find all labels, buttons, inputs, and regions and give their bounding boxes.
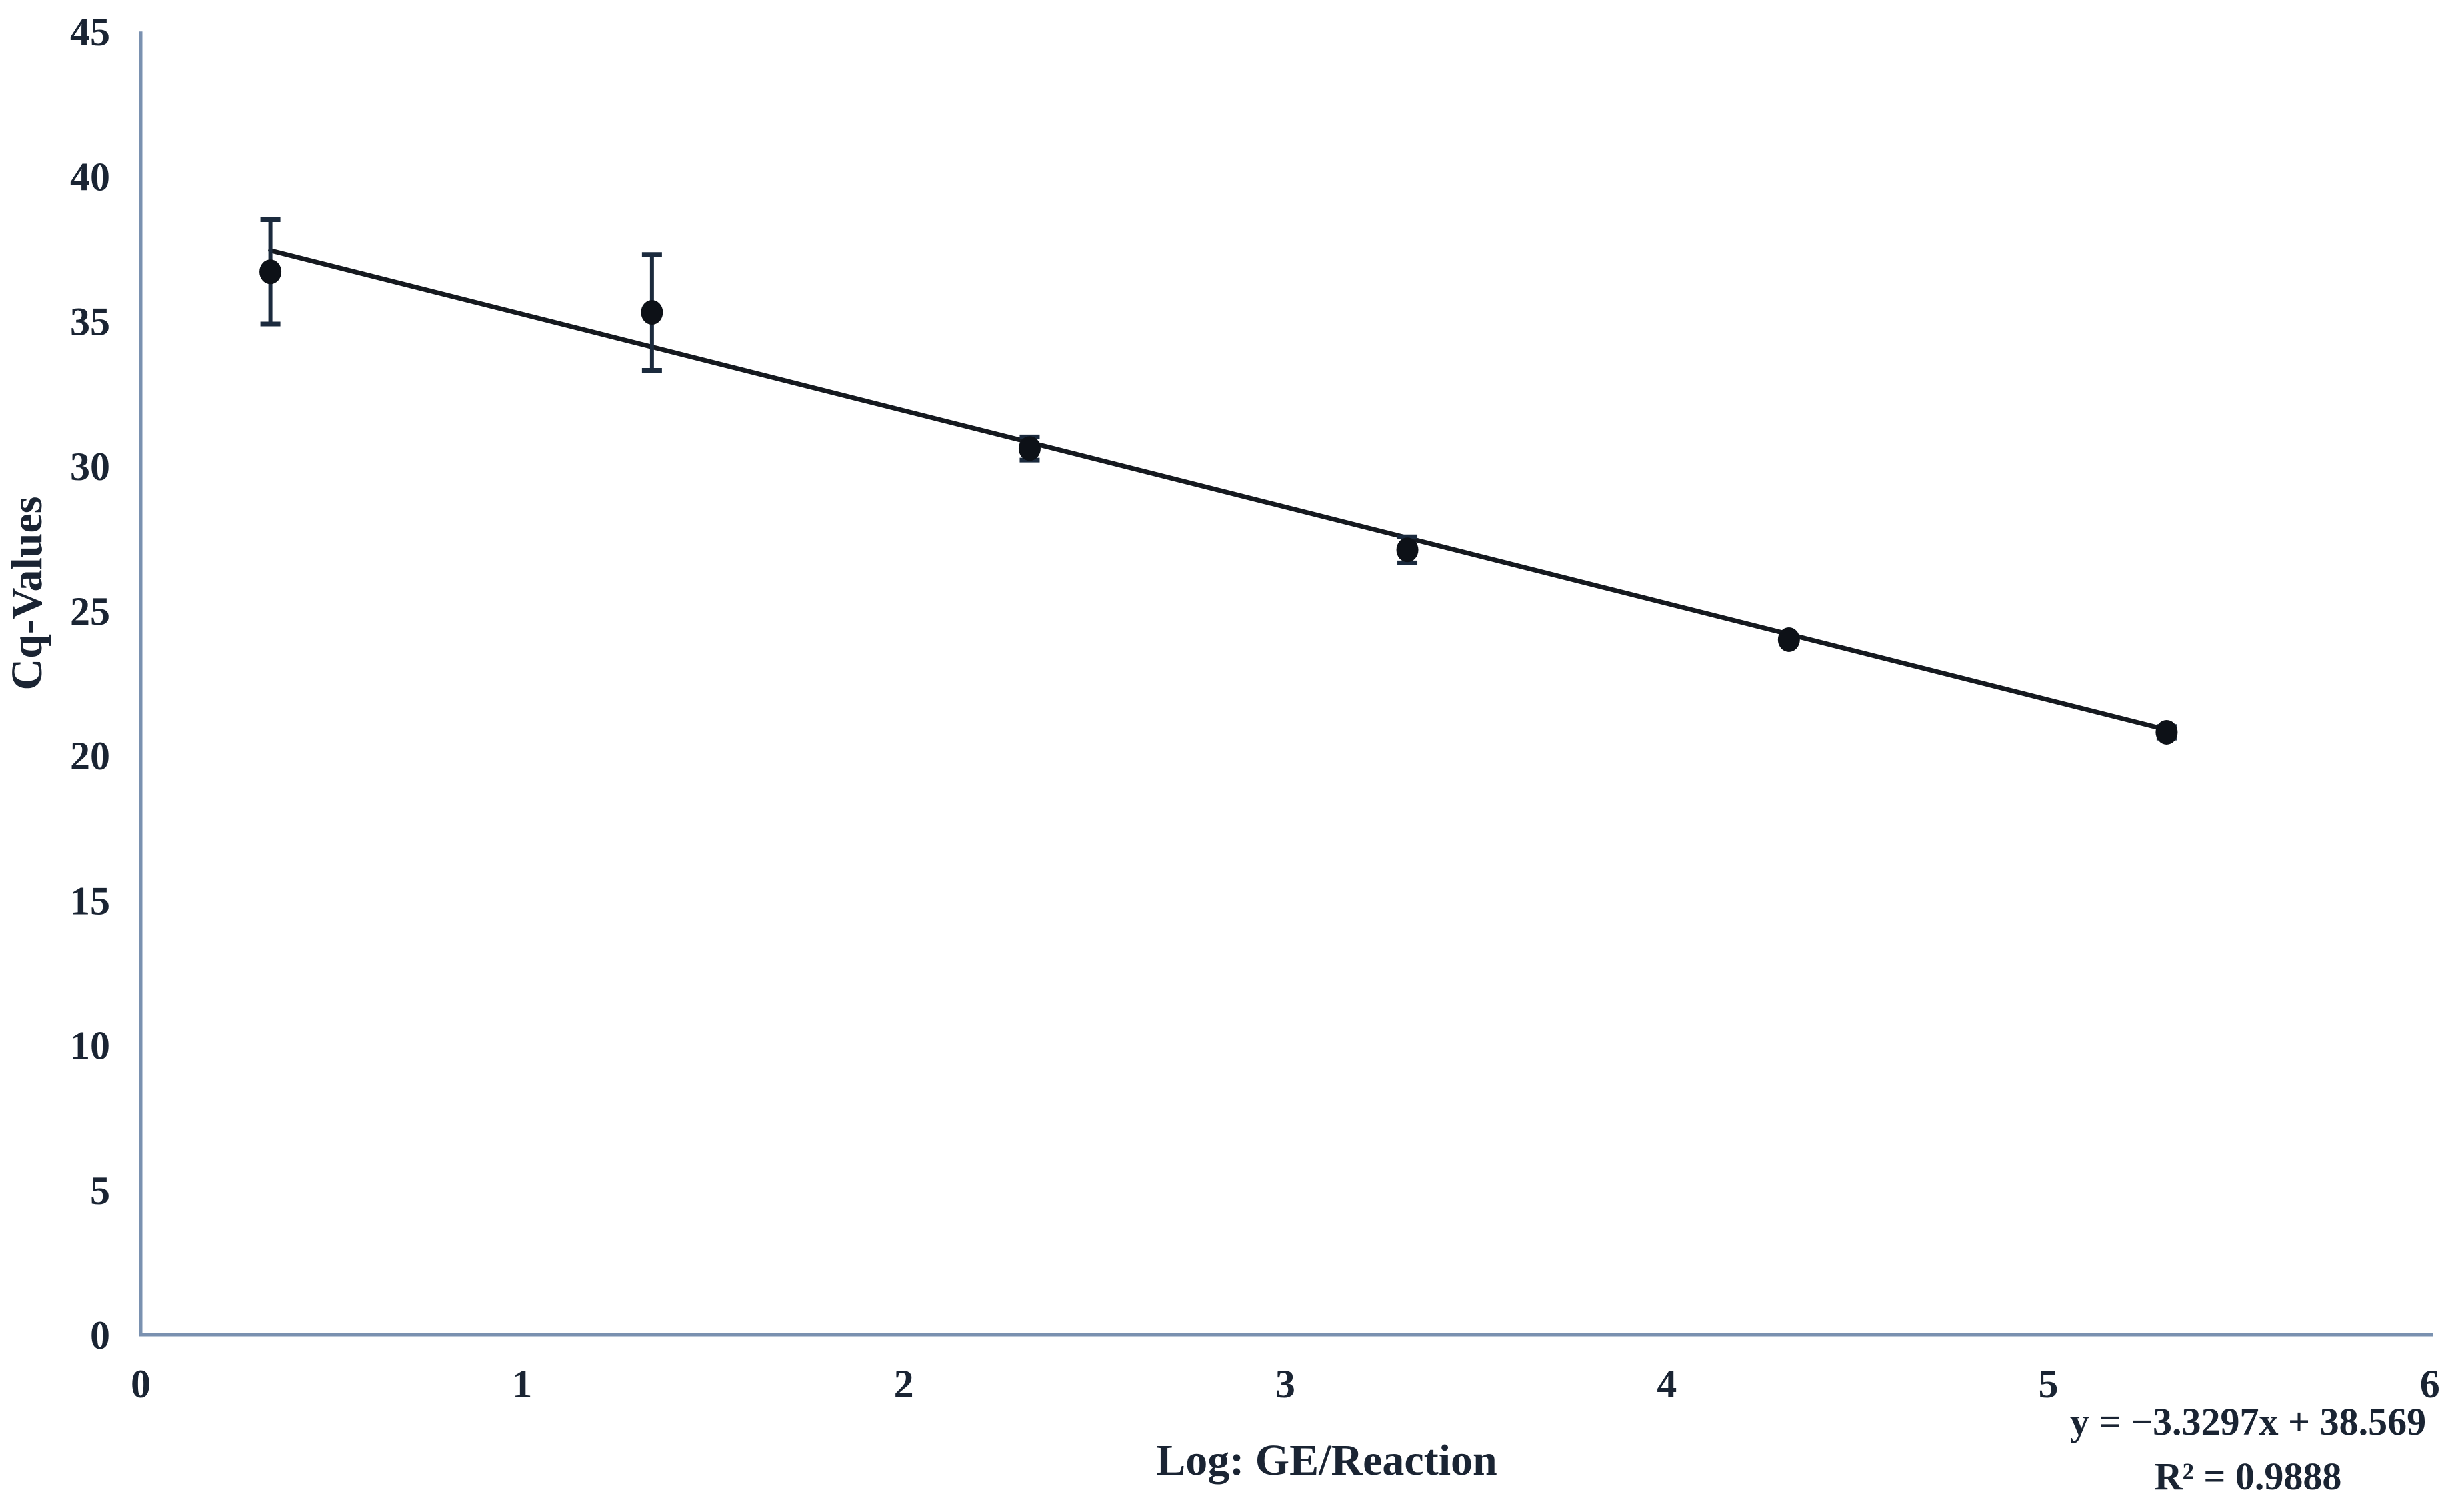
y-tick-label: 5: [90, 1169, 110, 1213]
y-tick-label: 20: [70, 734, 110, 778]
trendline-equation: y = −3.3297x + 38.569: [2070, 1400, 2426, 1443]
x-tick-label: 4: [1657, 1362, 1677, 1406]
data-point-marker: [1018, 436, 1041, 461]
trendline: [268, 248, 2169, 733]
y-tick-label: 0: [90, 1313, 110, 1357]
x-tick-label: 3: [1275, 1362, 1295, 1406]
data-point-marker: [2155, 719, 2178, 745]
y-tick-label: 45: [70, 10, 110, 54]
data-point-marker: [1396, 537, 1419, 563]
y-axis-title: Cq-Values: [3, 497, 51, 691]
x-axis-title: Log: GE/Reaction: [1156, 1436, 1497, 1485]
x-tick-label: 5: [2039, 1362, 2059, 1406]
y-tick-label: 10: [70, 1024, 110, 1068]
x-tick-label: 0: [131, 1362, 151, 1406]
y-tick-label: 40: [70, 155, 110, 199]
x-tick-label: 1: [512, 1362, 532, 1406]
r-squared-label: R² = 0.9888: [2155, 1455, 2342, 1498]
data-point-marker: [641, 300, 663, 325]
y-tick-label: 30: [70, 445, 110, 489]
y-tick-label: 15: [70, 879, 110, 923]
data-point-marker: [259, 259, 282, 285]
x-tick-label: 6: [2420, 1362, 2440, 1406]
data-point-marker: [1777, 627, 1800, 652]
x-tick-label: 2: [894, 1362, 914, 1406]
y-tick-label: 25: [70, 589, 110, 633]
y-tick-label: 35: [70, 300, 110, 344]
